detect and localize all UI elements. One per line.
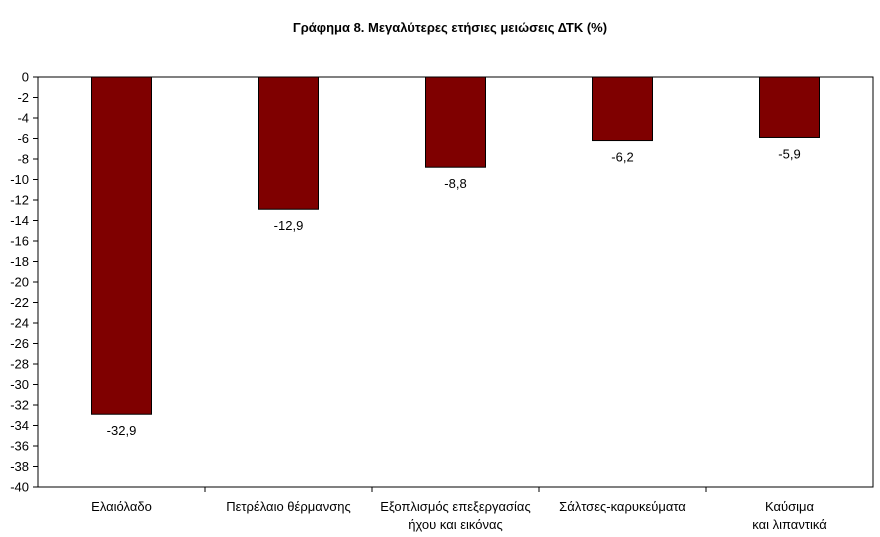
data-label: -12,9 — [274, 218, 304, 233]
bar — [759, 76, 820, 138]
y-tick-label: -6 — [17, 131, 29, 146]
bar — [425, 76, 486, 168]
category-label: Ελαιόλαδο — [91, 499, 152, 514]
data-label: -5,9 — [778, 146, 800, 161]
y-tick-label: -2 — [17, 90, 29, 105]
data-label: -32,9 — [107, 423, 137, 438]
y-tick-label: -26 — [10, 336, 29, 351]
category-label: Καύσιμα — [765, 499, 815, 514]
category-label: Σάλτσες-καρυκεύματα — [559, 499, 686, 514]
y-tick-label: -8 — [17, 152, 29, 167]
bar — [258, 76, 319, 210]
y-tick-label: -36 — [10, 439, 29, 454]
y-tick-label: 0 — [22, 70, 29, 85]
category-label: ήχου και εικόνας — [408, 517, 503, 532]
y-tick-label: -28 — [10, 357, 29, 372]
y-tick-label: -30 — [10, 377, 29, 392]
y-tick-label: -38 — [10, 459, 29, 474]
y-tick-label: -20 — [10, 275, 29, 290]
bar — [592, 76, 653, 142]
bars — [91, 76, 820, 415]
data-label: -8,8 — [444, 176, 466, 191]
category-label: Εξοπλισμός επεξεργασίας — [380, 499, 530, 514]
category-label: και λιπαντικά — [752, 517, 827, 532]
bar — [91, 76, 152, 415]
y-tick-label: -32 — [10, 398, 29, 413]
labels: 0 -2 -4 -6 -8 -10 -12 -14 -16 -18 -20 -22 -24 -26 -28 -… — [10, 70, 827, 533]
chart-title: Γράφημα 8. Μεγαλύτερες ετήσιες μειώσεις … — [292, 20, 608, 35]
y-tick-label: -18 — [10, 254, 29, 269]
y-tick-label: -4 — [17, 111, 29, 126]
y-tick-label: -14 — [10, 213, 29, 228]
y-tick-label: -24 — [10, 316, 29, 331]
data-label: -6,2 — [611, 150, 633, 165]
y-tick-label: -10 — [10, 172, 29, 187]
y-tick-label: -40 — [10, 480, 29, 495]
y-tick-label: -34 — [10, 418, 29, 433]
y-tick-label: -22 — [10, 295, 29, 310]
y-tick-label: -16 — [10, 234, 29, 249]
y-tick-label: -12 — [10, 193, 29, 208]
category-label: Πετρέλαιο θέρμανσης — [226, 499, 351, 514]
